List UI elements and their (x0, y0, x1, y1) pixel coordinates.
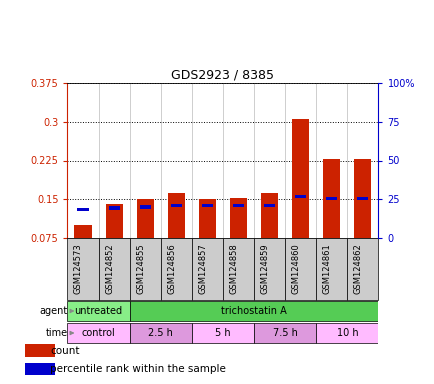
Bar (108, 207, 119, 210)
Text: GSM124861: GSM124861 (322, 243, 331, 294)
Bar (322, 159, 339, 238)
Text: untreated: untreated (74, 306, 122, 316)
Text: 10 h: 10 h (336, 328, 357, 338)
Text: GSM124857: GSM124857 (198, 243, 207, 294)
Bar (292, 119, 309, 238)
Bar (316, 323, 378, 343)
Bar (67, 301, 129, 321)
Bar (105, 204, 122, 238)
Text: GSM124856: GSM124856 (167, 243, 176, 294)
Text: GSM124855: GSM124855 (136, 243, 145, 294)
Bar (260, 192, 277, 238)
Bar (201, 204, 213, 207)
Bar (67, 238, 98, 300)
Bar (168, 192, 184, 238)
Bar (129, 323, 191, 343)
Bar (253, 323, 316, 343)
Bar (74, 225, 91, 238)
Bar (129, 238, 161, 300)
Bar (354, 159, 371, 238)
Text: percentile rank within the sample: percentile rank within the sample (50, 364, 226, 374)
Bar (25, 344, 56, 357)
Bar (222, 238, 253, 300)
Text: GSM124852: GSM124852 (105, 243, 114, 294)
Bar (326, 197, 337, 200)
Text: 5 h: 5 h (215, 328, 230, 338)
Bar (136, 199, 153, 238)
Bar (346, 238, 378, 300)
Bar (198, 199, 215, 238)
Bar (230, 198, 247, 238)
Bar (285, 238, 316, 300)
Bar (356, 197, 368, 200)
Text: GSM124860: GSM124860 (291, 243, 300, 294)
Bar (191, 238, 223, 300)
Text: GSM124859: GSM124859 (260, 243, 269, 294)
Bar (77, 208, 89, 211)
Bar (129, 301, 378, 321)
Bar (263, 204, 275, 207)
Bar (161, 238, 191, 300)
Text: time: time (45, 328, 67, 338)
Bar (253, 238, 285, 300)
Bar (191, 323, 253, 343)
Bar (294, 195, 306, 198)
Text: count: count (50, 346, 80, 356)
Bar (139, 205, 151, 209)
Bar (170, 204, 181, 207)
Text: GSM124573: GSM124573 (74, 243, 83, 294)
Text: control: control (82, 328, 115, 338)
Text: GSM124862: GSM124862 (353, 243, 362, 294)
Text: trichostatin A: trichostatin A (220, 306, 286, 316)
Bar (25, 362, 56, 376)
Bar (232, 204, 243, 207)
Text: 7.5 h: 7.5 h (272, 328, 297, 338)
Text: agent: agent (39, 306, 67, 316)
Bar (98, 238, 129, 300)
Bar (67, 323, 129, 343)
Title: GDS2923 / 8385: GDS2923 / 8385 (171, 69, 274, 82)
Text: GSM124858: GSM124858 (229, 243, 238, 294)
Text: 2.5 h: 2.5 h (148, 328, 173, 338)
Bar (316, 238, 347, 300)
